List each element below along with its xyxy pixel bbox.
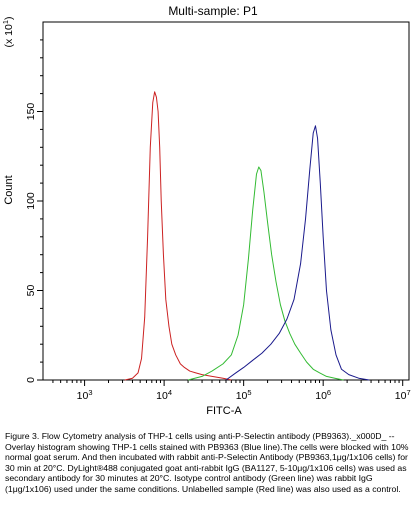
x-tick-label: 103 bbox=[77, 388, 93, 402]
histogram-series bbox=[124, 91, 370, 381]
series-line bbox=[187, 166, 344, 381]
x-tick-label: 104 bbox=[156, 388, 172, 402]
y-tick-label: 0 bbox=[25, 377, 37, 383]
y-tick-label: 50 bbox=[25, 285, 37, 297]
series-line bbox=[124, 91, 232, 381]
y-tick-label: 150 bbox=[25, 103, 37, 121]
x-tick-label: 107 bbox=[395, 388, 411, 402]
flow-cytometry-histogram: Multi-sample: P1 (x 101) Count FITC-A 10… bbox=[1, 4, 411, 417]
y-tick-label: 100 bbox=[25, 192, 37, 210]
x-axis-label: FITC-A bbox=[206, 405, 242, 417]
chart-title: Multi-sample: P1 bbox=[168, 4, 258, 18]
axis-ticks: 103 104 105 106 107 0 50 100 150 bbox=[25, 39, 411, 402]
x-tick-label: 105 bbox=[236, 388, 252, 402]
plot-frame bbox=[42, 21, 410, 381]
y-axis-label: Count bbox=[3, 175, 15, 204]
series-line bbox=[225, 125, 370, 381]
figure-caption: Figure 3. Flow Cytometry analysis of THP… bbox=[5, 431, 409, 494]
x-tick-label: 106 bbox=[315, 388, 331, 402]
y-multiplier-label: (x 101) bbox=[1, 16, 15, 47]
